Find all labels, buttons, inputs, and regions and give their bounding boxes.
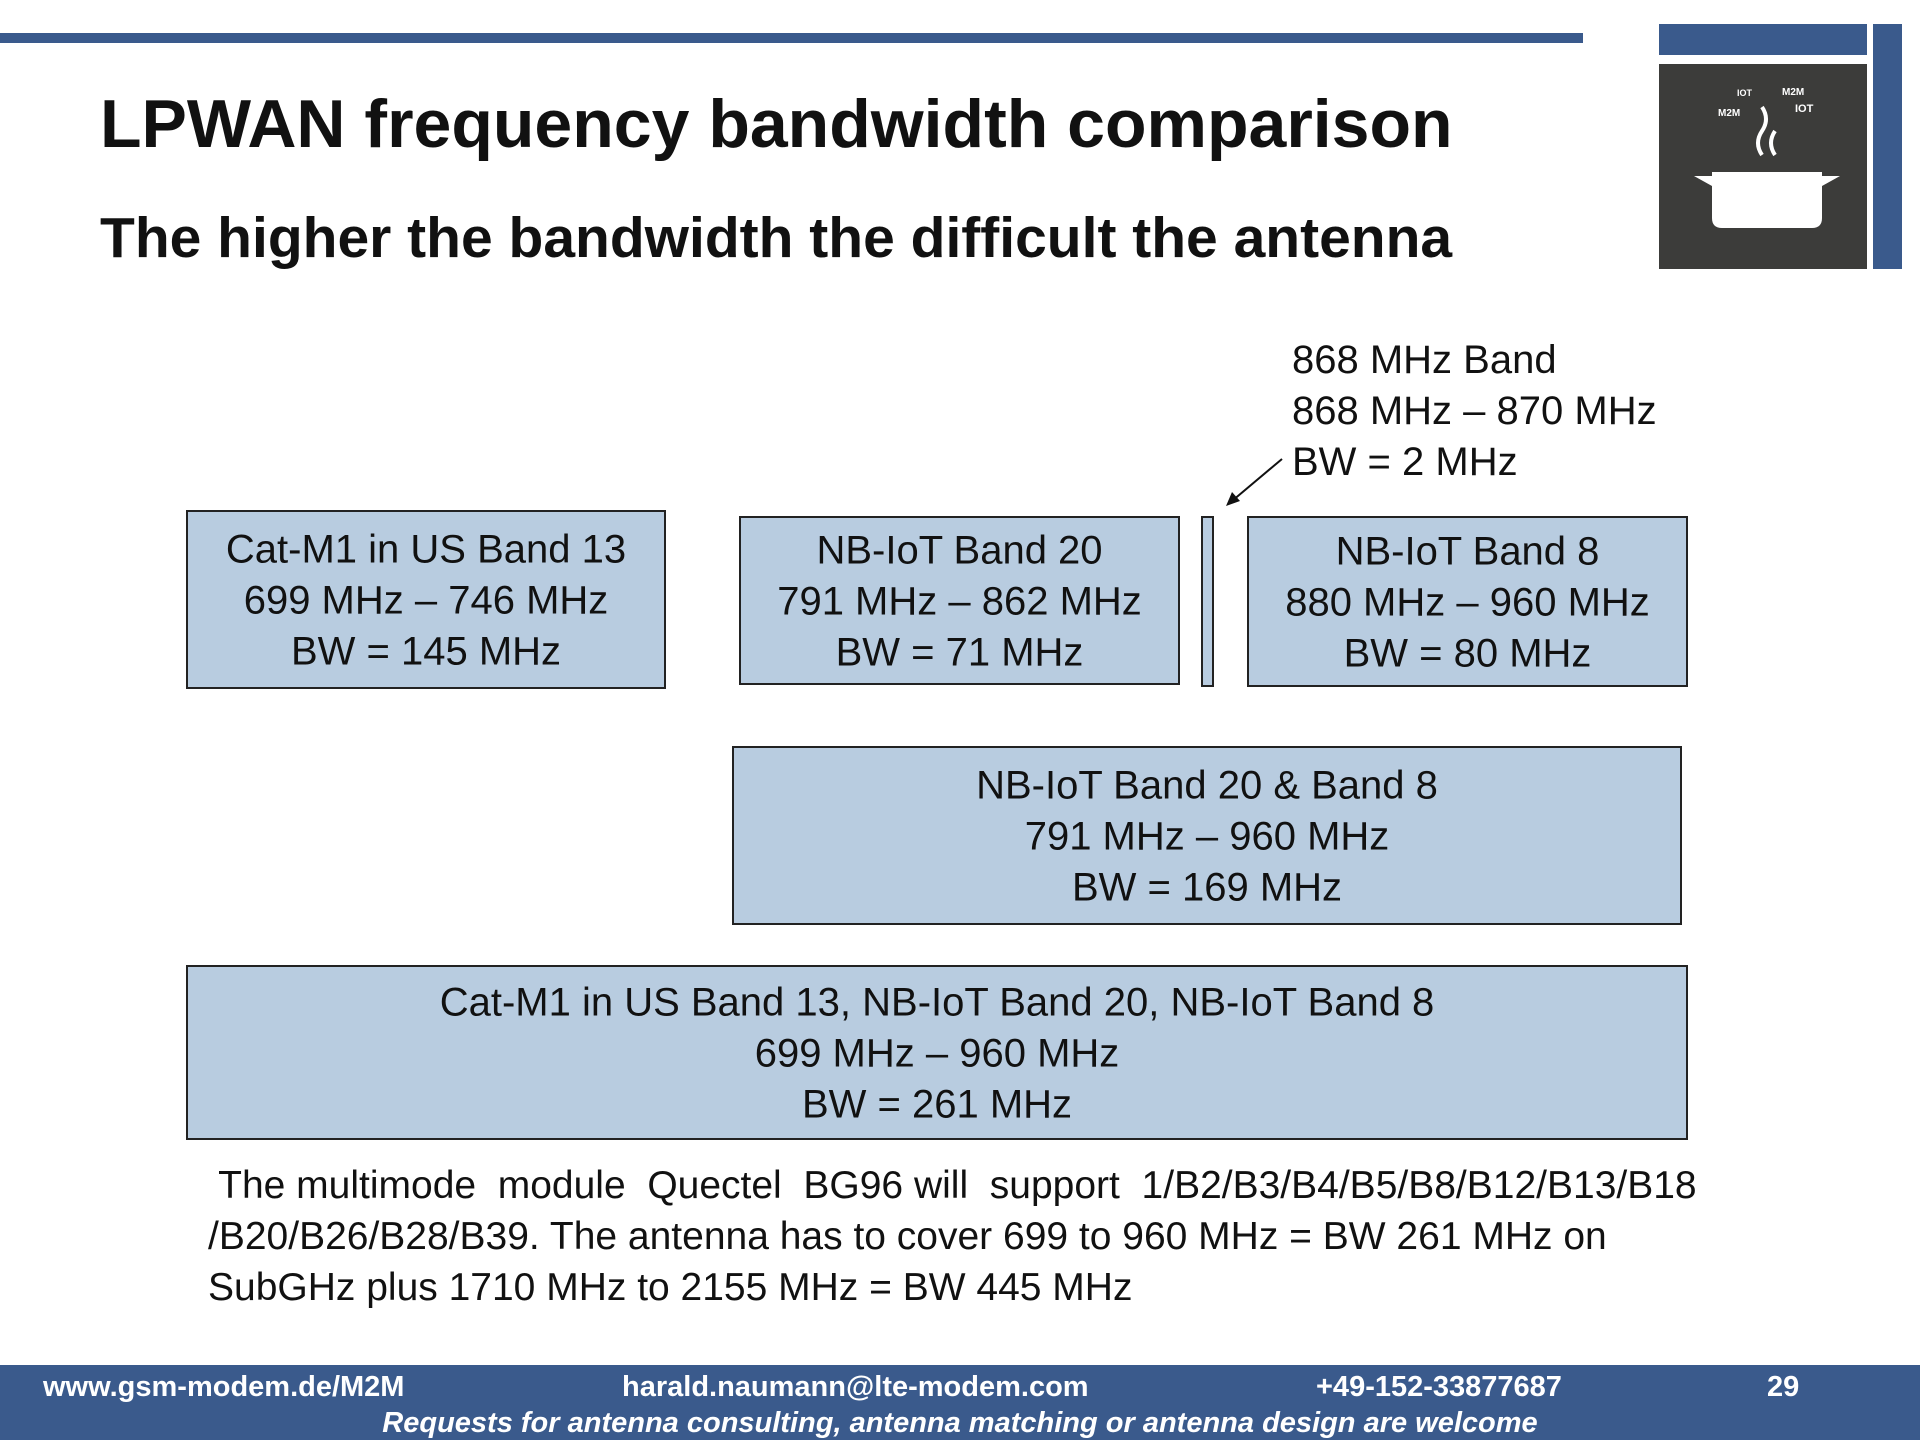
band-box <box>186 965 1688 1140</box>
band-box <box>739 516 1180 685</box>
arrow-head <box>1226 492 1240 506</box>
box-line: NB-IoT Band 20 & Band 8 <box>976 764 1438 808</box>
logo-label: IOT <box>1795 103 1814 115</box>
paragraph-line: SubGHz plus 1710 MHz to 2155 MHz = BW 44… <box>208 1266 1132 1309</box>
box-line: 791 MHz – 960 MHz <box>1025 815 1390 859</box>
footer-email: harald.naumann@lte-modem.com <box>622 1371 1089 1403</box>
annotation-line: 868 MHz Band <box>1292 338 1557 382</box>
logo <box>1659 64 1867 269</box>
logo-label: IOT <box>1737 88 1753 98</box>
band-box <box>186 510 666 689</box>
box-line: 791 MHz – 862 MHz <box>777 580 1142 624</box>
paragraph-line: /B20/B26/B28/B39. The antenna has to cov… <box>208 1215 1607 1258</box>
box-line: BW = 169 MHz <box>1072 866 1342 910</box>
box-line: 699 MHz – 960 MHz <box>755 1032 1120 1076</box>
annotation-line: BW = 2 MHz <box>1292 440 1518 484</box>
logo-label: M2M <box>1782 87 1804 98</box>
band-box <box>732 746 1682 925</box>
box-line: BW = 80 MHz <box>1344 632 1592 676</box>
side-bar <box>1873 24 1902 269</box>
paragraph-line: The multimode module Quectel BG96 will s… <box>208 1164 1697 1207</box>
logo-label: M2M <box>1718 108 1740 119</box>
footer-phone: +49-152-33877687 <box>1316 1371 1562 1403</box>
annotation-line: 868 MHz – 870 MHz <box>1292 389 1657 433</box>
title: LPWAN frequency bandwidth comparison <box>100 86 1453 162</box>
top-bar <box>0 33 1583 43</box>
narrow-band <box>1201 516 1214 687</box>
box-line: BW = 261 MHz <box>802 1083 1072 1127</box>
box-line: NB-IoT Band 20 <box>816 529 1102 573</box>
logo-pot <box>1694 172 1840 228</box>
logo-steam <box>1756 105 1777 157</box>
footer-bar <box>0 1365 1920 1440</box>
page-number: 29 <box>1767 1371 1799 1403</box>
arrow <box>1231 458 1283 502</box>
box-line: BW = 145 MHz <box>291 630 561 674</box>
footer-tagline: Requests for antenna consulting, antenna… <box>382 1407 1537 1439</box>
box-line: 880 MHz – 960 MHz <box>1285 581 1650 625</box>
box-line: Cat-M1 in US Band 13, NB-IoT Band 20, NB… <box>440 981 1435 1025</box>
box-line: BW = 71 MHz <box>836 631 1084 675</box>
footer-website: www.gsm-modem.de/M2M <box>42 1371 404 1403</box>
box-line: NB-IoT Band 8 <box>1336 530 1600 574</box>
logo-bar <box>1659 24 1867 55</box>
subtitle: The higher the bandwidth the difficult t… <box>100 206 1453 270</box>
box-line: 699 MHz – 746 MHz <box>244 579 609 623</box>
band-box <box>1247 516 1688 687</box>
box-line: Cat-M1 in US Band 13 <box>226 528 626 572</box>
